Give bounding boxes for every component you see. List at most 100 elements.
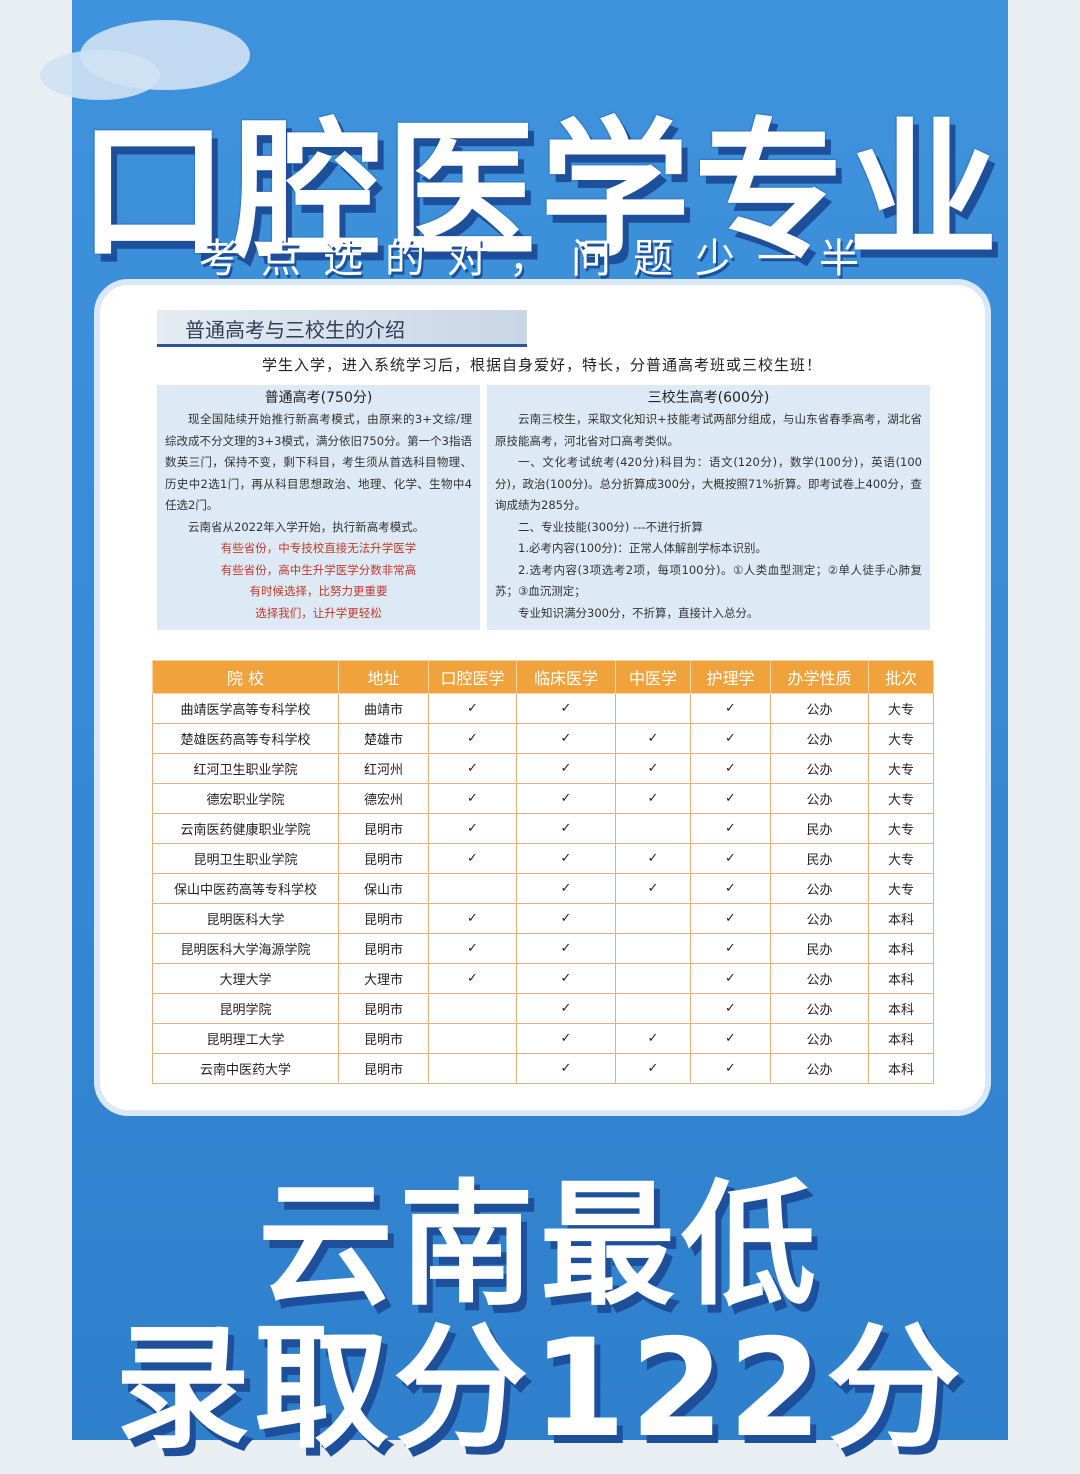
table-cell: ✓ [615,783,691,814]
table-cell: ✓ [615,723,691,754]
table-cell: ✓ [516,693,616,724]
table-cell: ✓ [690,963,771,994]
table-cell: 曲靖市 [338,693,429,724]
table-cell: 大专 [868,783,934,814]
paragraph: 现全国陆续开始推行新高考模式，由原来的3+文综/理综改成不分文理的3+3模式，满… [165,412,472,512]
footer-line: 云南最低 [258,1167,822,1324]
table-cell: ✓ [516,933,616,964]
table-row: 云南中医药大学 昆明市 ✓ ✓ ✓ 公办 本科 [152,1053,934,1084]
subtitle: 考点选的对，问题少一半 [199,236,881,282]
table-cell: 本科 [868,903,934,934]
table-cell: 大专 [868,753,934,784]
table-cell [615,933,691,964]
intro-text: 学生入学，进入系统学习后，根据自身爱好，特长，分普通高考班或三校生班！ [261,356,822,374]
table-cell: 本科 [868,963,934,994]
table-cell: ✓ [516,723,616,754]
column-header: 办学性质 [770,660,869,694]
table-cell: ✓ [516,963,616,994]
table-cell: 昆明卫生职业学院 [152,843,339,874]
table-cell: 公办 [770,753,869,784]
table-cell: ✓ [428,783,517,814]
highlight: 有些省份，高中生升学医学分数非常高 [220,562,417,577]
column-header: 临床医学 [516,660,616,694]
highlight: 有时候选择，比努力更重要 [249,584,388,598]
table-cell: 红河卫生职业学院 [152,753,339,784]
table-cell [615,963,691,994]
table-cell: ✓ [516,993,616,1024]
table-cell: 昆明学院 [152,993,339,1024]
table-cell: 昆明市 [338,1053,429,1084]
table-cell: ✓ [516,1023,616,1054]
header-row: 院 校地址 口腔医学 临床医学 中医学 护理学 办学性质 批次 [152,660,934,694]
table-cell: 楚雄市 [338,723,429,754]
table-cell: ✓ [516,843,616,874]
table-cell: ✓ [516,873,616,904]
info-box: 普通高考(750分) 现全国陆续开始推行新高考模式，由原来的3+文综/理综改成不分… [157,385,480,630]
paragraph: 1.必考内容(100分)：正常人体解剖学标本识别。 [518,541,767,555]
table-cell: 保山中医药高等专科学校 [152,873,339,904]
table-cell: ✓ [428,903,517,934]
table-cell: 本科 [868,1023,934,1054]
cloud [40,50,160,100]
table-cell: 昆明市 [338,993,429,1024]
table-cell: 大专 [868,843,934,874]
table-cell: ✓ [428,813,517,844]
table-cell: 公办 [770,693,869,724]
table-row: 昆明医科大学 昆明市 ✓ ✓ ✓ 公办 本科 [152,903,934,934]
column-header: 院 校 [152,660,339,694]
table-row: 曲靖医学高等专科学校 曲靖市 ✓ ✓ ✓ 公办 大专 [152,693,934,724]
table-cell: 大理大学 [152,963,339,994]
table-cell: ✓ [690,873,771,904]
table-cell: ✓ [690,993,771,1024]
table-cell: 公办 [770,723,869,754]
table-cell: 德宏州 [338,783,429,814]
table-cell: 云南医药健康职业学院 [152,813,339,844]
table-row: 保山中医药高等专科学校 保山市 ✓ ✓ ✓ 公办 大专 [152,873,934,904]
table-cell [428,1053,517,1084]
column-header: 口腔医学 [428,660,517,694]
title: 口腔医学专业 [77,105,1002,279]
table-cell: 公办 [770,993,869,1024]
table-cell: ✓ [690,1023,771,1054]
table-cell: 昆明市 [338,843,429,874]
box-heading: 三校生高考(600分) [647,390,770,406]
column-header: 批次 [868,660,934,694]
table-cell [615,813,691,844]
table-cell: ✓ [428,933,517,964]
table-cell: 大专 [868,813,934,844]
table-cell: 大专 [868,873,934,904]
table-cell: ✓ [690,753,771,784]
highlight: 有些省份，中专技校直接无法升学医学 [220,541,417,555]
table-cell: ✓ [428,963,517,994]
table-cell: 昆明医科大学 [152,903,339,934]
table-cell [428,1023,517,1054]
table-cell: 大理市 [338,963,429,994]
table-cell: 昆明市 [338,813,429,844]
table-row: 昆明学院 昆明市 ✓ ✓ 公办 本科 [152,993,934,1024]
column-header: 地址 [338,660,429,694]
table-cell: 大专 [868,693,934,724]
table-cell: ✓ [428,753,517,784]
table-cell: 昆明市 [338,903,429,934]
table-row: 昆明医科大学海源学院 昆明市 ✓ ✓ ✓ 民办 本科 [152,933,934,964]
table-cell: 公办 [770,1023,869,1054]
table-cell [615,903,691,934]
table-cell: 德宏职业学院 [152,783,339,814]
table-cell: 公办 [770,963,869,994]
paragraph: 云南省从2022年入学开始，执行新高考模式。 [188,519,425,534]
column-header: 中医学 [615,660,691,694]
table-cell: ✓ [615,873,691,904]
table-cell: 本科 [868,993,934,1024]
table-row: 红河卫生职业学院 红河州 ✓ ✓ ✓ ✓ 公办 大专 [152,753,934,784]
table-cell: 公办 [770,903,869,934]
table-cell: ✓ [615,1023,691,1054]
paragraph: 二、专业技能(300分) ---不进行折算 [518,519,704,534]
table-cell: 昆明理工大学 [152,1023,339,1054]
section-heading: 普通高考与三校生的介绍 [185,318,405,342]
table-cell: ✓ [690,843,771,874]
table-cell: 本科 [868,933,934,964]
table-cell [428,873,517,904]
table-cell: ✓ [690,903,771,934]
box-heading: 普通高考(750分) [264,390,373,406]
paragraph: 专业知识满分300分，不折算，直接计入总分。 [518,605,759,620]
